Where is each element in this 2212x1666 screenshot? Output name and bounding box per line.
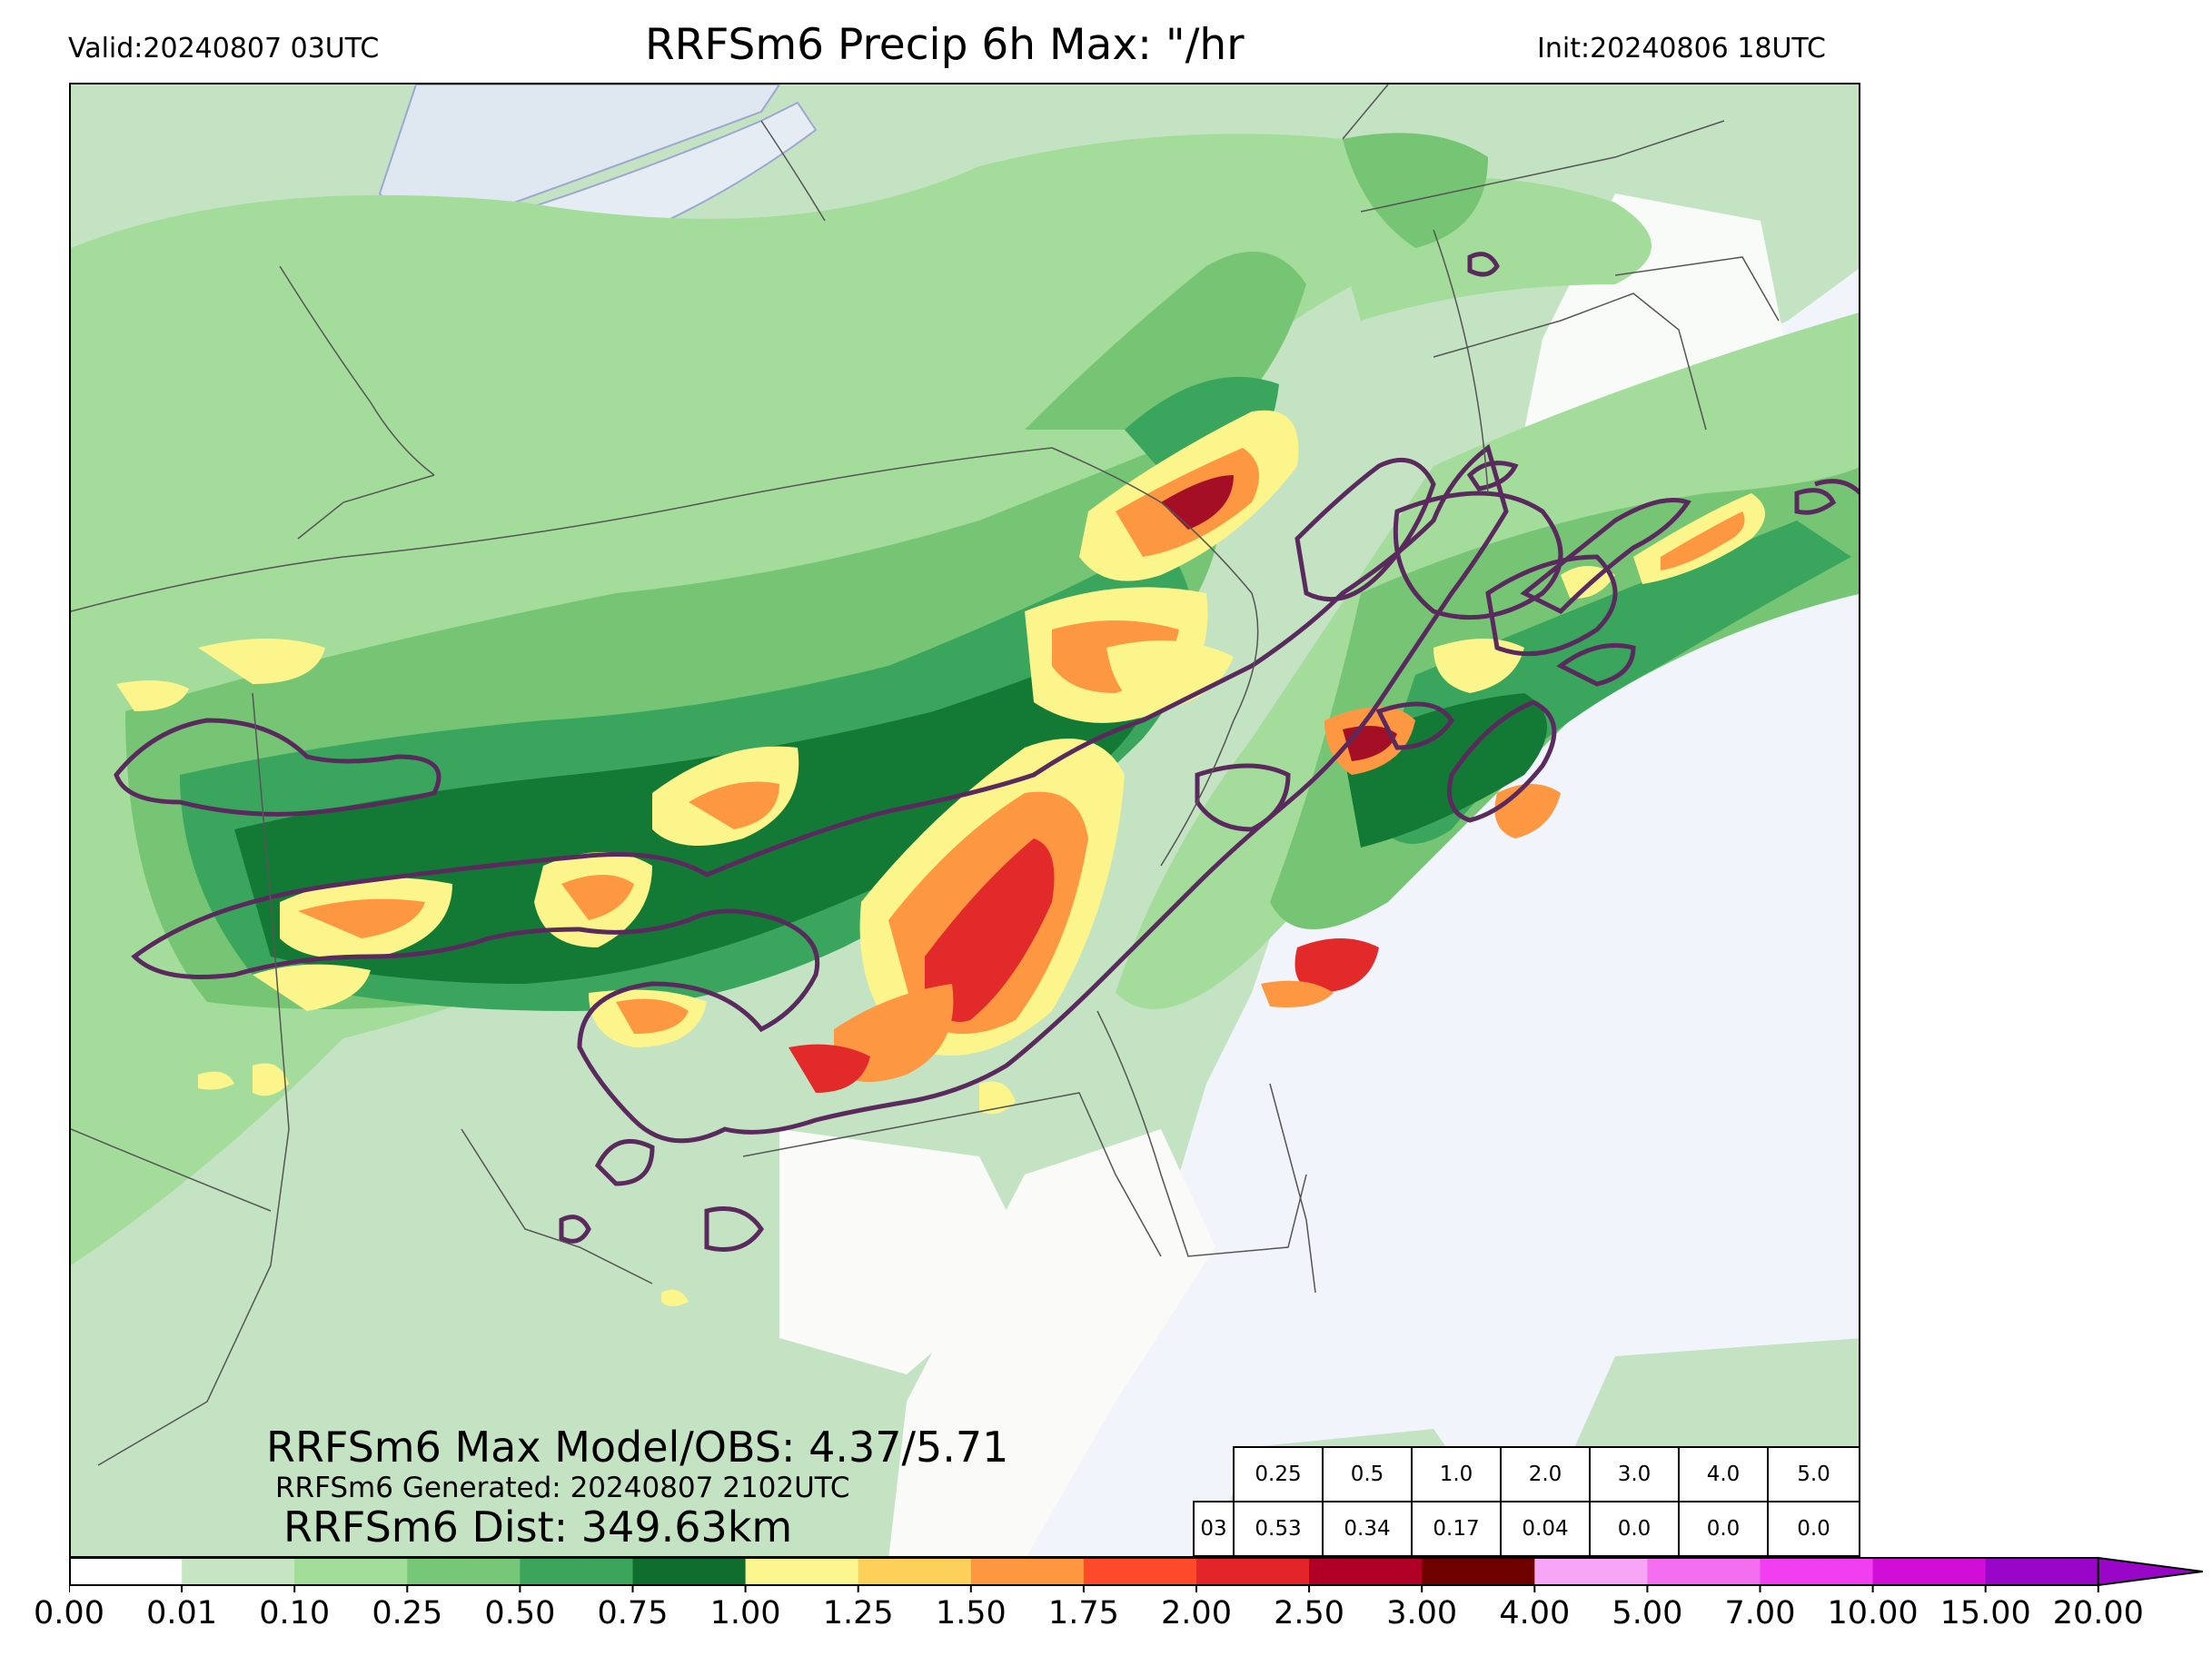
threshold-value-cell: 0.0 [1678, 1501, 1769, 1557]
threshold-value-cell: 0.0 [1589, 1501, 1680, 1557]
colorbar-tick-label: 0.10 [259, 1595, 331, 1631]
colorbar [69, 1556, 2203, 1592]
colorbar-tick-label: 0.01 [146, 1595, 218, 1631]
colorbar-segment [69, 1558, 183, 1585]
map-title: RRFSm6 Precip 6h Max: "/hr [645, 20, 1245, 70]
colorbar-segment [858, 1558, 972, 1585]
colorbar-segment [1872, 1558, 1987, 1585]
colorbar-tick-label: 1.75 [1047, 1595, 1119, 1631]
threshold-header-cell: 0.25 [1233, 1446, 1324, 1502]
colorbar-tick-label: 0.25 [372, 1595, 443, 1631]
colorbar-segment [182, 1558, 295, 1585]
threshold-value-cell: 0.04 [1500, 1501, 1591, 1557]
colorbar-tick-label: 2.00 [1161, 1595, 1232, 1631]
threshold-header-cell: 0.5 [1322, 1446, 1413, 1502]
threshold-value-cell: 0.34 [1322, 1501, 1413, 1557]
threshold-header-cell: 4.0 [1678, 1446, 1769, 1502]
colorbar-segment [632, 1558, 747, 1585]
colorbar-tick-label: 1.50 [935, 1595, 1007, 1631]
colorbar-tick-label: 4.00 [1499, 1595, 1571, 1631]
colorbar-segment [1534, 1558, 1648, 1585]
colorbar-segment [1196, 1558, 1310, 1585]
colorbar-tick-label: 1.00 [709, 1595, 781, 1631]
colorbar-tick-label: 0.50 [484, 1595, 556, 1631]
distance-text: RRFSm6 Dist: 349.63km [283, 1502, 793, 1552]
precip-map-graphic [71, 84, 1859, 1556]
colorbar-segment [407, 1558, 521, 1585]
colorbar-segment [1985, 1558, 2099, 1585]
colorbar-segment [1422, 1558, 1535, 1585]
colorbar-segment [745, 1558, 859, 1585]
colorbar-tick-label: 20.00 [2052, 1595, 2144, 1631]
dry-land-area [888, 1129, 1215, 1556]
threshold-header-cell: 2.0 [1500, 1446, 1591, 1502]
max-model-obs-text: RRFSm6 Max Model/OBS: 4.37/5.71 [266, 1423, 1009, 1472]
threshold-header-cell: 5.0 [1767, 1446, 1860, 1502]
threshold-value-cell: 0.0 [1767, 1501, 1860, 1557]
colorbar-extend-arrow [2097, 1556, 2203, 1587]
threshold-value-cell: 0.17 [1411, 1501, 1502, 1557]
colorbar-tick-label: 0.00 [34, 1595, 104, 1631]
colorbar-tick-label: 0.75 [597, 1595, 669, 1631]
state-borders [71, 84, 1780, 1466]
threshold-header-cell: 1.0 [1411, 1446, 1502, 1502]
precip-cores [116, 410, 1765, 1306]
bay-area [1252, 993, 1452, 1220]
colorbar-tick-label: 2.50 [1274, 1595, 1345, 1631]
valid-time-label: Valid:20240807 03UTC [68, 33, 380, 64]
colorbar-tick-label: 15.00 [1939, 1595, 2031, 1631]
init-time-label: Init:20240806 18UTC [1537, 33, 1826, 64]
colorbar-segment [1647, 1558, 1761, 1585]
colorbar-segment [520, 1558, 633, 1585]
colorbar-tick-label: 7.00 [1724, 1595, 1796, 1631]
precip-map [69, 83, 1860, 1558]
colorbar-tick-label: 5.00 [1612, 1595, 1683, 1631]
threshold-header-cell: 3.0 [1589, 1446, 1680, 1502]
colorbar-tick-label: 3.00 [1386, 1595, 1458, 1631]
colorbar-tick-label: 10.00 [1827, 1595, 1919, 1631]
colorbar-segment [1760, 1558, 1874, 1585]
row-label-cell: 03 [1193, 1501, 1235, 1557]
colorbar-segment [1083, 1558, 1197, 1585]
colorbar-segment [1309, 1558, 1423, 1585]
colorbar-segment [970, 1558, 1085, 1585]
colorbar-segment [294, 1558, 408, 1585]
colorbar-tick-label: 1.25 [822, 1595, 894, 1631]
generated-time-text: RRFSm6 Generated: 20240807 2102UTC [275, 1472, 850, 1504]
obs-contours [114, 252, 1859, 1252]
threshold-value-cell: 0.53 [1233, 1501, 1324, 1557]
